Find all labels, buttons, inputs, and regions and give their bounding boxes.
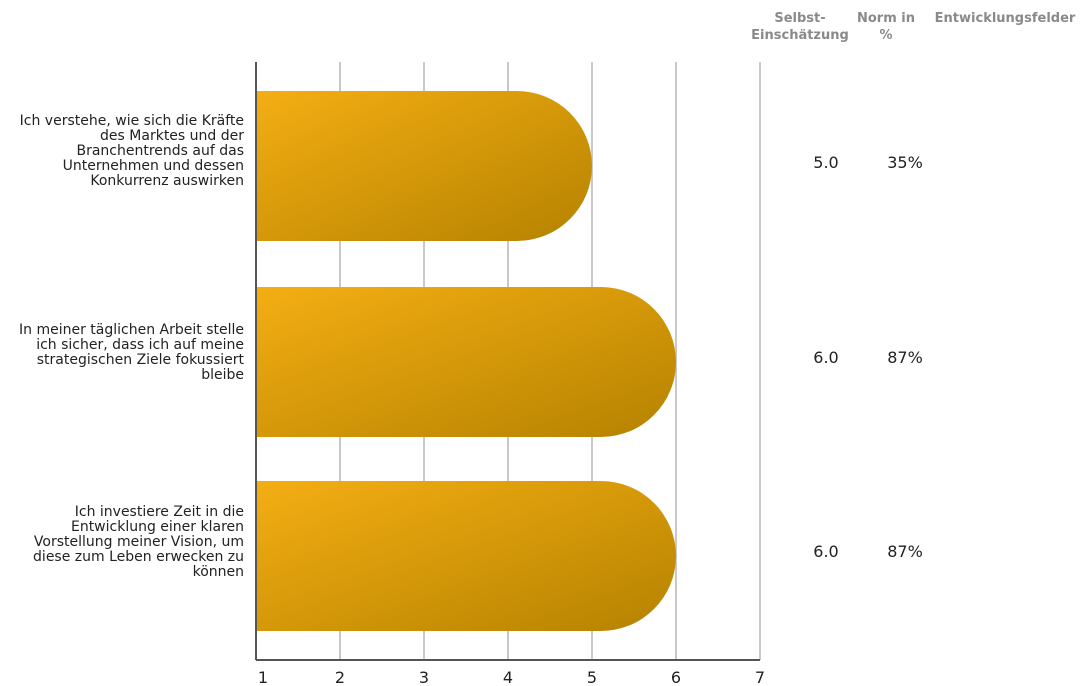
- bar-2: [256, 287, 676, 437]
- x-tick-label-2: 2: [335, 668, 345, 686]
- norm-value-2: 87%: [887, 348, 923, 367]
- category-label-1: Ich verstehe, wie sich die Kräfte des Ma…: [19, 113, 244, 189]
- self-assessment-value-1: 5.0: [813, 153, 839, 172]
- x-tick-label-4: 4: [503, 668, 513, 686]
- x-tick-label-7: 7: [755, 668, 765, 686]
- header-self-assessment: Selbst- Einschätzung: [751, 11, 849, 43]
- self-assessment-value-3: 6.0: [813, 542, 839, 561]
- self-assessment-value-2: 6.0: [813, 348, 839, 367]
- bar-3: [256, 481, 676, 631]
- bar-1: [256, 91, 592, 241]
- x-tick-label-1: 1: [258, 668, 268, 686]
- norm-value-1: 35%: [887, 153, 923, 172]
- norm-value-3: 87%: [887, 542, 923, 561]
- category-label-3: Ich investiere Zeit in die Entwicklung e…: [33, 504, 244, 580]
- x-tick-label-5: 5: [587, 668, 597, 686]
- x-tick-label-6: 6: [671, 668, 681, 686]
- x-tick-label-3: 3: [419, 668, 429, 686]
- header-norm: Norm in %: [856, 11, 915, 43]
- header-development: Entwicklungsfelder: [934, 11, 1076, 26]
- category-label-2: In meiner täglichen Arbeit stelle ich si…: [19, 322, 244, 383]
